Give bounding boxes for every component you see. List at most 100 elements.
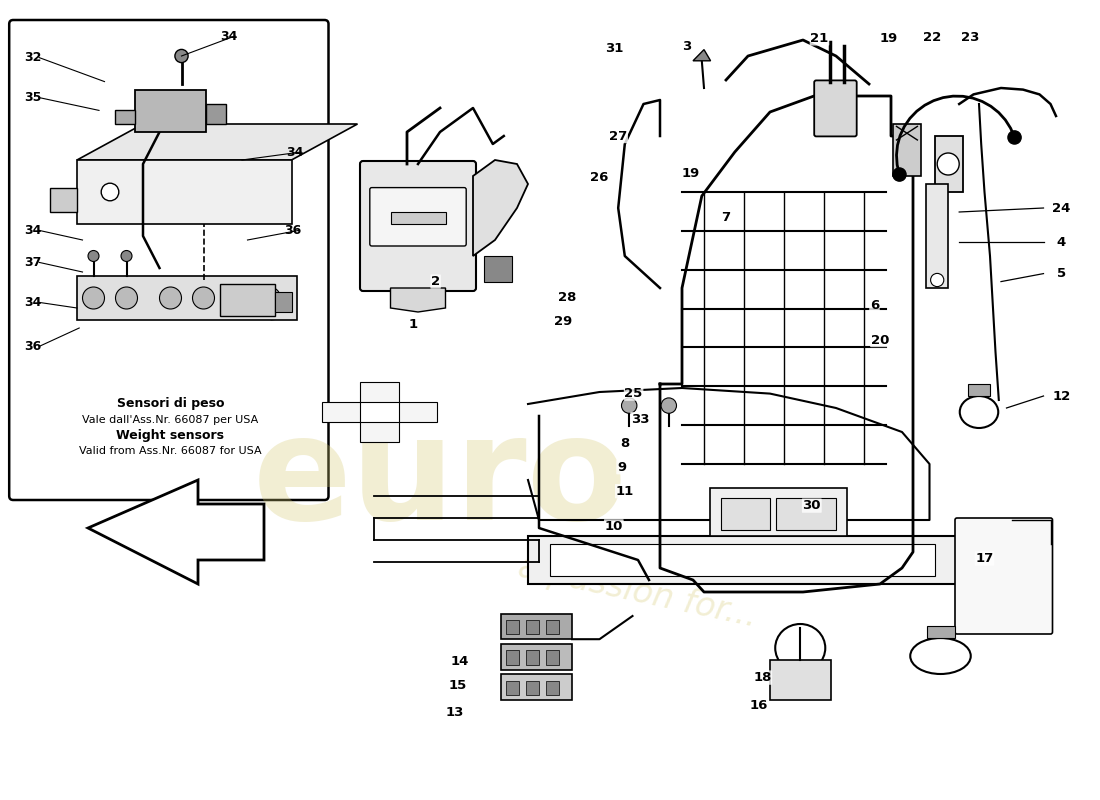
Text: 22: 22 <box>923 31 940 44</box>
Text: Valid from Ass.Nr. 66087 for USA: Valid from Ass.Nr. 66087 for USA <box>79 446 262 456</box>
Bar <box>528 536 957 584</box>
Text: 10: 10 <box>605 520 623 533</box>
Text: 18: 18 <box>754 671 771 684</box>
Text: 16: 16 <box>750 699 768 712</box>
Text: a passion for...: a passion for... <box>516 550 760 634</box>
FancyBboxPatch shape <box>9 20 329 500</box>
Text: 24: 24 <box>1053 202 1070 214</box>
Text: 35: 35 <box>24 91 42 104</box>
FancyBboxPatch shape <box>955 518 1053 634</box>
Bar <box>546 650 559 665</box>
Circle shape <box>258 287 280 309</box>
Bar <box>220 284 275 316</box>
Bar <box>893 124 921 176</box>
Bar <box>360 422 398 442</box>
Text: 6: 6 <box>870 299 879 312</box>
Bar <box>546 681 559 695</box>
Circle shape <box>82 287 104 309</box>
Circle shape <box>1008 131 1021 144</box>
Text: 28: 28 <box>559 291 576 304</box>
Bar <box>926 184 948 288</box>
Text: 27: 27 <box>609 130 627 142</box>
Text: Weight sensors: Weight sensors <box>117 430 224 442</box>
Circle shape <box>192 287 215 309</box>
Bar <box>114 110 134 124</box>
Circle shape <box>160 287 182 309</box>
Text: 8: 8 <box>620 437 629 450</box>
Circle shape <box>121 250 132 262</box>
Text: 12: 12 <box>1053 390 1070 402</box>
Text: euro: euro <box>253 410 627 550</box>
Text: 9: 9 <box>617 461 626 474</box>
Bar <box>710 488 847 536</box>
Circle shape <box>893 168 906 181</box>
Bar <box>506 681 519 695</box>
Circle shape <box>937 153 959 175</box>
Text: 21: 21 <box>811 32 828 45</box>
Bar <box>506 650 519 665</box>
Bar <box>390 212 446 224</box>
Text: 19: 19 <box>880 32 898 45</box>
Polygon shape <box>473 160 528 256</box>
Text: 1: 1 <box>409 318 418 330</box>
Text: 32: 32 <box>24 51 42 64</box>
Text: 34: 34 <box>24 296 42 309</box>
Bar <box>207 104 227 124</box>
FancyBboxPatch shape <box>360 161 476 291</box>
Bar <box>526 650 539 665</box>
Circle shape <box>621 398 637 414</box>
Text: 23: 23 <box>961 31 979 44</box>
Circle shape <box>88 250 99 262</box>
Text: 20: 20 <box>871 334 889 346</box>
Bar <box>500 614 572 639</box>
Bar <box>484 256 512 282</box>
Text: 36: 36 <box>24 340 42 353</box>
Text: 7: 7 <box>722 211 730 224</box>
Circle shape <box>175 50 188 62</box>
Text: 30: 30 <box>803 499 821 512</box>
Bar <box>275 292 292 312</box>
Polygon shape <box>88 480 264 584</box>
Circle shape <box>116 287 138 309</box>
Text: 15: 15 <box>449 679 466 692</box>
FancyBboxPatch shape <box>370 188 466 246</box>
Text: 11: 11 <box>616 485 634 498</box>
Text: 33: 33 <box>631 413 649 426</box>
Polygon shape <box>390 288 446 312</box>
Polygon shape <box>693 50 711 61</box>
Bar <box>506 620 519 634</box>
Bar <box>935 136 962 192</box>
FancyBboxPatch shape <box>814 80 857 136</box>
Text: 34: 34 <box>286 146 304 158</box>
Bar <box>360 382 398 402</box>
Bar <box>500 674 572 700</box>
Text: 36: 36 <box>284 224 301 237</box>
Text: 14: 14 <box>451 655 469 668</box>
Text: 34: 34 <box>24 224 42 237</box>
Bar <box>134 90 207 132</box>
Text: 31: 31 <box>605 42 623 54</box>
Bar <box>526 681 539 695</box>
Polygon shape <box>50 188 77 212</box>
Bar <box>321 402 360 422</box>
Bar <box>968 384 990 396</box>
Text: 5: 5 <box>1057 267 1066 280</box>
Bar <box>927 626 955 638</box>
Text: 17: 17 <box>976 552 993 565</box>
Text: 34: 34 <box>220 30 238 42</box>
Text: 29: 29 <box>554 315 572 328</box>
Bar <box>77 160 292 224</box>
Bar <box>776 498 836 530</box>
Text: 2: 2 <box>431 275 440 288</box>
Text: Sensori di peso: Sensori di peso <box>117 398 224 410</box>
Bar <box>546 620 559 634</box>
Text: 13: 13 <box>446 706 463 718</box>
Text: 4: 4 <box>1057 236 1066 249</box>
Circle shape <box>661 398 676 414</box>
Bar <box>398 402 437 422</box>
Circle shape <box>931 274 944 286</box>
Bar <box>770 660 830 700</box>
Text: 19: 19 <box>682 167 700 180</box>
Text: 26: 26 <box>591 171 608 184</box>
Text: 37: 37 <box>24 256 42 269</box>
